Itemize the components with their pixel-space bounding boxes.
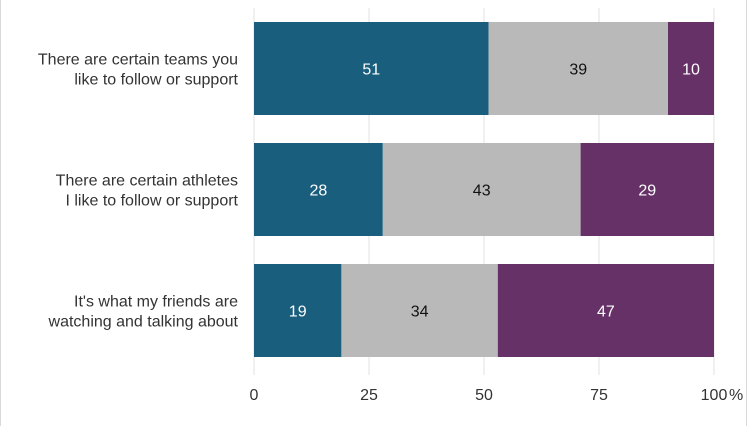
category-labels: There are certain teams you like to follo… [38, 52, 239, 331]
x-axis-ticks: 0 25 50 75 100% [250, 387, 744, 404]
x-tick-label: 100 [701, 387, 728, 404]
data-label: 39 [569, 62, 587, 79]
category-label: There are certain teams you like to follo… [38, 52, 239, 89]
data-label: 10 [682, 62, 700, 79]
data-label: 51 [362, 62, 380, 79]
bar-segment [488, 22, 668, 115]
data-label: 29 [638, 183, 656, 200]
x-axis-unit: % [729, 387, 743, 404]
x-tick-label: 0 [250, 387, 259, 404]
bar-segment [341, 264, 498, 357]
data-label: 47 [597, 304, 615, 321]
data-label: 34 [411, 304, 429, 321]
bar-segment [254, 22, 489, 115]
category-label: It's what my friends are watching and tal… [48, 294, 239, 331]
data-label: 28 [310, 183, 328, 200]
bar-segment [580, 143, 714, 236]
bar-segment [254, 143, 383, 236]
bar-segment [254, 264, 342, 357]
data-label: 43 [473, 183, 491, 200]
x-tick-label: 75 [590, 387, 608, 404]
bar-segment [382, 143, 581, 236]
category-label: There are certain athletes I like to foll… [56, 173, 239, 210]
bar-group: 51 39 10 28 43 29 19 34 47 [254, 22, 714, 357]
bar-segment [497, 264, 714, 357]
x-tick-label: 50 [475, 387, 493, 404]
bar-segment [668, 22, 714, 115]
data-label: 19 [289, 304, 307, 321]
x-tick-label: 25 [360, 387, 378, 404]
